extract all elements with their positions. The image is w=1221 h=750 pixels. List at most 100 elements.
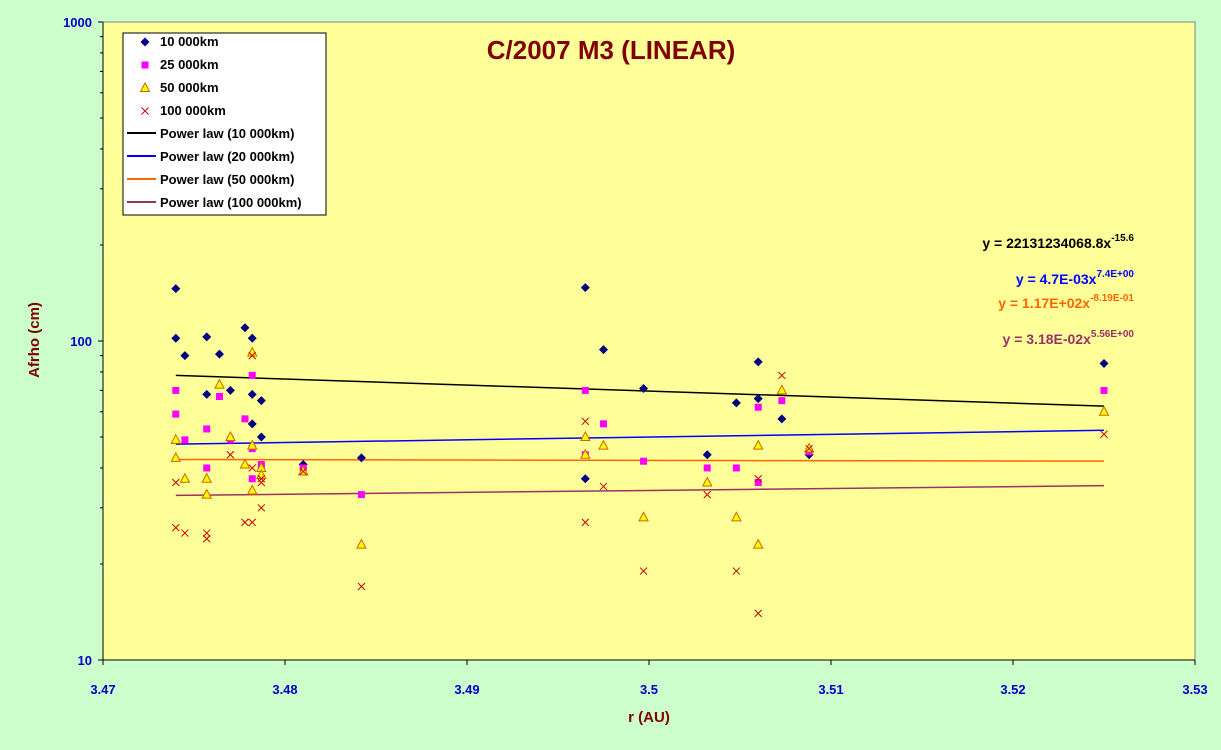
point-series-4 <box>357 582 366 591</box>
trendlines <box>175 374 1105 497</box>
point-series-4 <box>202 534 211 543</box>
legend-label: Power law (10 000km) <box>160 126 294 141</box>
point-series-4 <box>754 609 763 618</box>
point-series-1 <box>256 396 266 406</box>
point-series-3 <box>170 433 182 444</box>
data-points <box>170 283 1110 618</box>
legend-label: 25 000km <box>160 57 219 72</box>
x-tick-label: 3.49 <box>454 682 479 697</box>
point-series-3 <box>356 538 367 549</box>
point-series-3 <box>803 442 815 453</box>
point-series-4 <box>171 478 180 487</box>
legend-label: Power law (50 000km) <box>160 172 294 187</box>
point-series-4-stroke-b <box>805 444 814 453</box>
trendline-1 <box>175 374 1105 407</box>
point-series-3 <box>246 484 258 495</box>
y-tick-label: 100 <box>70 334 92 349</box>
legend-label: Power law (20 000km) <box>160 149 294 164</box>
legend-marker-3 <box>139 81 151 92</box>
point-series-3 <box>598 439 609 450</box>
point-series-3 <box>579 430 591 442</box>
point-series-4-stroke-b <box>581 417 590 426</box>
point-series-4 <box>171 523 180 532</box>
legend-label: 10 000km <box>160 34 219 49</box>
point-series-1 <box>214 349 224 359</box>
point-series-1 <box>247 333 257 343</box>
x-tick-label: 3.51 <box>818 682 843 697</box>
point-series-3 <box>752 439 764 450</box>
point-series-1 <box>599 345 608 355</box>
point-series-4-stroke-b <box>248 464 257 472</box>
point-series-4 <box>257 478 266 487</box>
x-axis-title: r (AU) <box>628 709 670 726</box>
point-series-4-stroke-b <box>257 474 266 483</box>
point-series-4 <box>1100 430 1108 439</box>
point-series-3 <box>731 511 742 522</box>
point-series-1 <box>731 398 741 408</box>
equation-base: y = 1.17E+02x <box>998 295 1090 311</box>
point-series-4 <box>299 467 308 476</box>
point-series-1 <box>753 357 763 367</box>
point-series-3 <box>201 472 213 483</box>
trendline-equation-1: y = 22131234068.8x-15.6 <box>982 233 1134 251</box>
legend-marker-4 <box>141 107 149 115</box>
legend-label: Power law (100 000km) <box>160 195 302 210</box>
point-series-2 <box>600 420 607 428</box>
point-series-2 <box>215 392 223 400</box>
point-series-4 <box>581 417 590 426</box>
y-tick-label: 10 <box>78 653 92 668</box>
trendline-equations: y = 22131234068.8x-15.6 y = 4.7E-03x7.4E+… <box>982 233 1134 347</box>
point-series-1 <box>202 332 212 342</box>
point-series-4-stroke-b <box>703 490 712 499</box>
legend-marker-1 <box>140 37 150 47</box>
point-series-4-stroke-b <box>202 534 211 543</box>
point-series-4-stroke-b <box>1100 430 1108 439</box>
legend-marker-2 <box>141 61 149 69</box>
point-series-2 <box>248 475 256 483</box>
x-tick-label: 3.53 <box>1182 682 1207 697</box>
point-series-4-stroke-b <box>639 567 648 575</box>
point-series-2 <box>778 397 786 405</box>
point-series-4 <box>226 450 235 459</box>
point-series-4-stroke-b <box>181 529 189 537</box>
point-series-3 <box>170 451 182 462</box>
point-series-1 <box>356 453 366 463</box>
point-series-4-stroke-b <box>241 518 249 527</box>
point-series-1 <box>256 432 266 442</box>
point-series-4-stroke-b <box>732 567 741 575</box>
equation-exponent: 7.4E+00 <box>1096 269 1134 280</box>
point-series-2 <box>181 436 189 444</box>
legend: 10 000km 25 000km 50 000km 100 000km Power l… <box>122 32 327 216</box>
point-series-1 <box>580 474 590 484</box>
point-series-3 <box>225 430 236 442</box>
point-series-4 <box>181 529 189 537</box>
legend-label: 100 000km <box>160 103 226 118</box>
trendline-equation-3: y = 1.17E+02x-8.19E-01 <box>998 293 1134 311</box>
point-series-2 <box>357 491 365 499</box>
point-series-4 <box>257 503 266 512</box>
point-series-4-stroke-b <box>754 474 763 483</box>
point-series-4 <box>248 351 257 360</box>
point-series-2 <box>172 386 180 394</box>
trendline-equation-2: y = 4.7E-03x7.4E+00 <box>1016 269 1135 287</box>
point-series-4-stroke-b <box>754 609 763 618</box>
point-series-2 <box>640 457 648 465</box>
point-series-2 <box>1100 386 1108 394</box>
trendline-4 <box>175 484 1105 497</box>
point-series-2 <box>754 403 762 411</box>
point-series-4 <box>257 474 266 483</box>
y-axis-title: Afrho (cm) <box>26 302 43 378</box>
point-series-4-stroke-b <box>226 450 235 459</box>
point-series-4-stroke-b <box>202 529 211 537</box>
point-series-3 <box>579 448 591 459</box>
point-series-3 <box>1098 405 1110 416</box>
point-series-4-stroke-b <box>778 371 786 380</box>
x-tick-label: 3.47 <box>90 682 115 697</box>
x-tick-label: 3.48 <box>272 682 297 697</box>
point-series-4-stroke-b <box>257 503 266 512</box>
x-tick-label: 3.52 <box>1000 682 1025 697</box>
point-series-3 <box>752 538 764 549</box>
point-series-1 <box>240 323 250 333</box>
point-series-4 <box>754 474 763 483</box>
